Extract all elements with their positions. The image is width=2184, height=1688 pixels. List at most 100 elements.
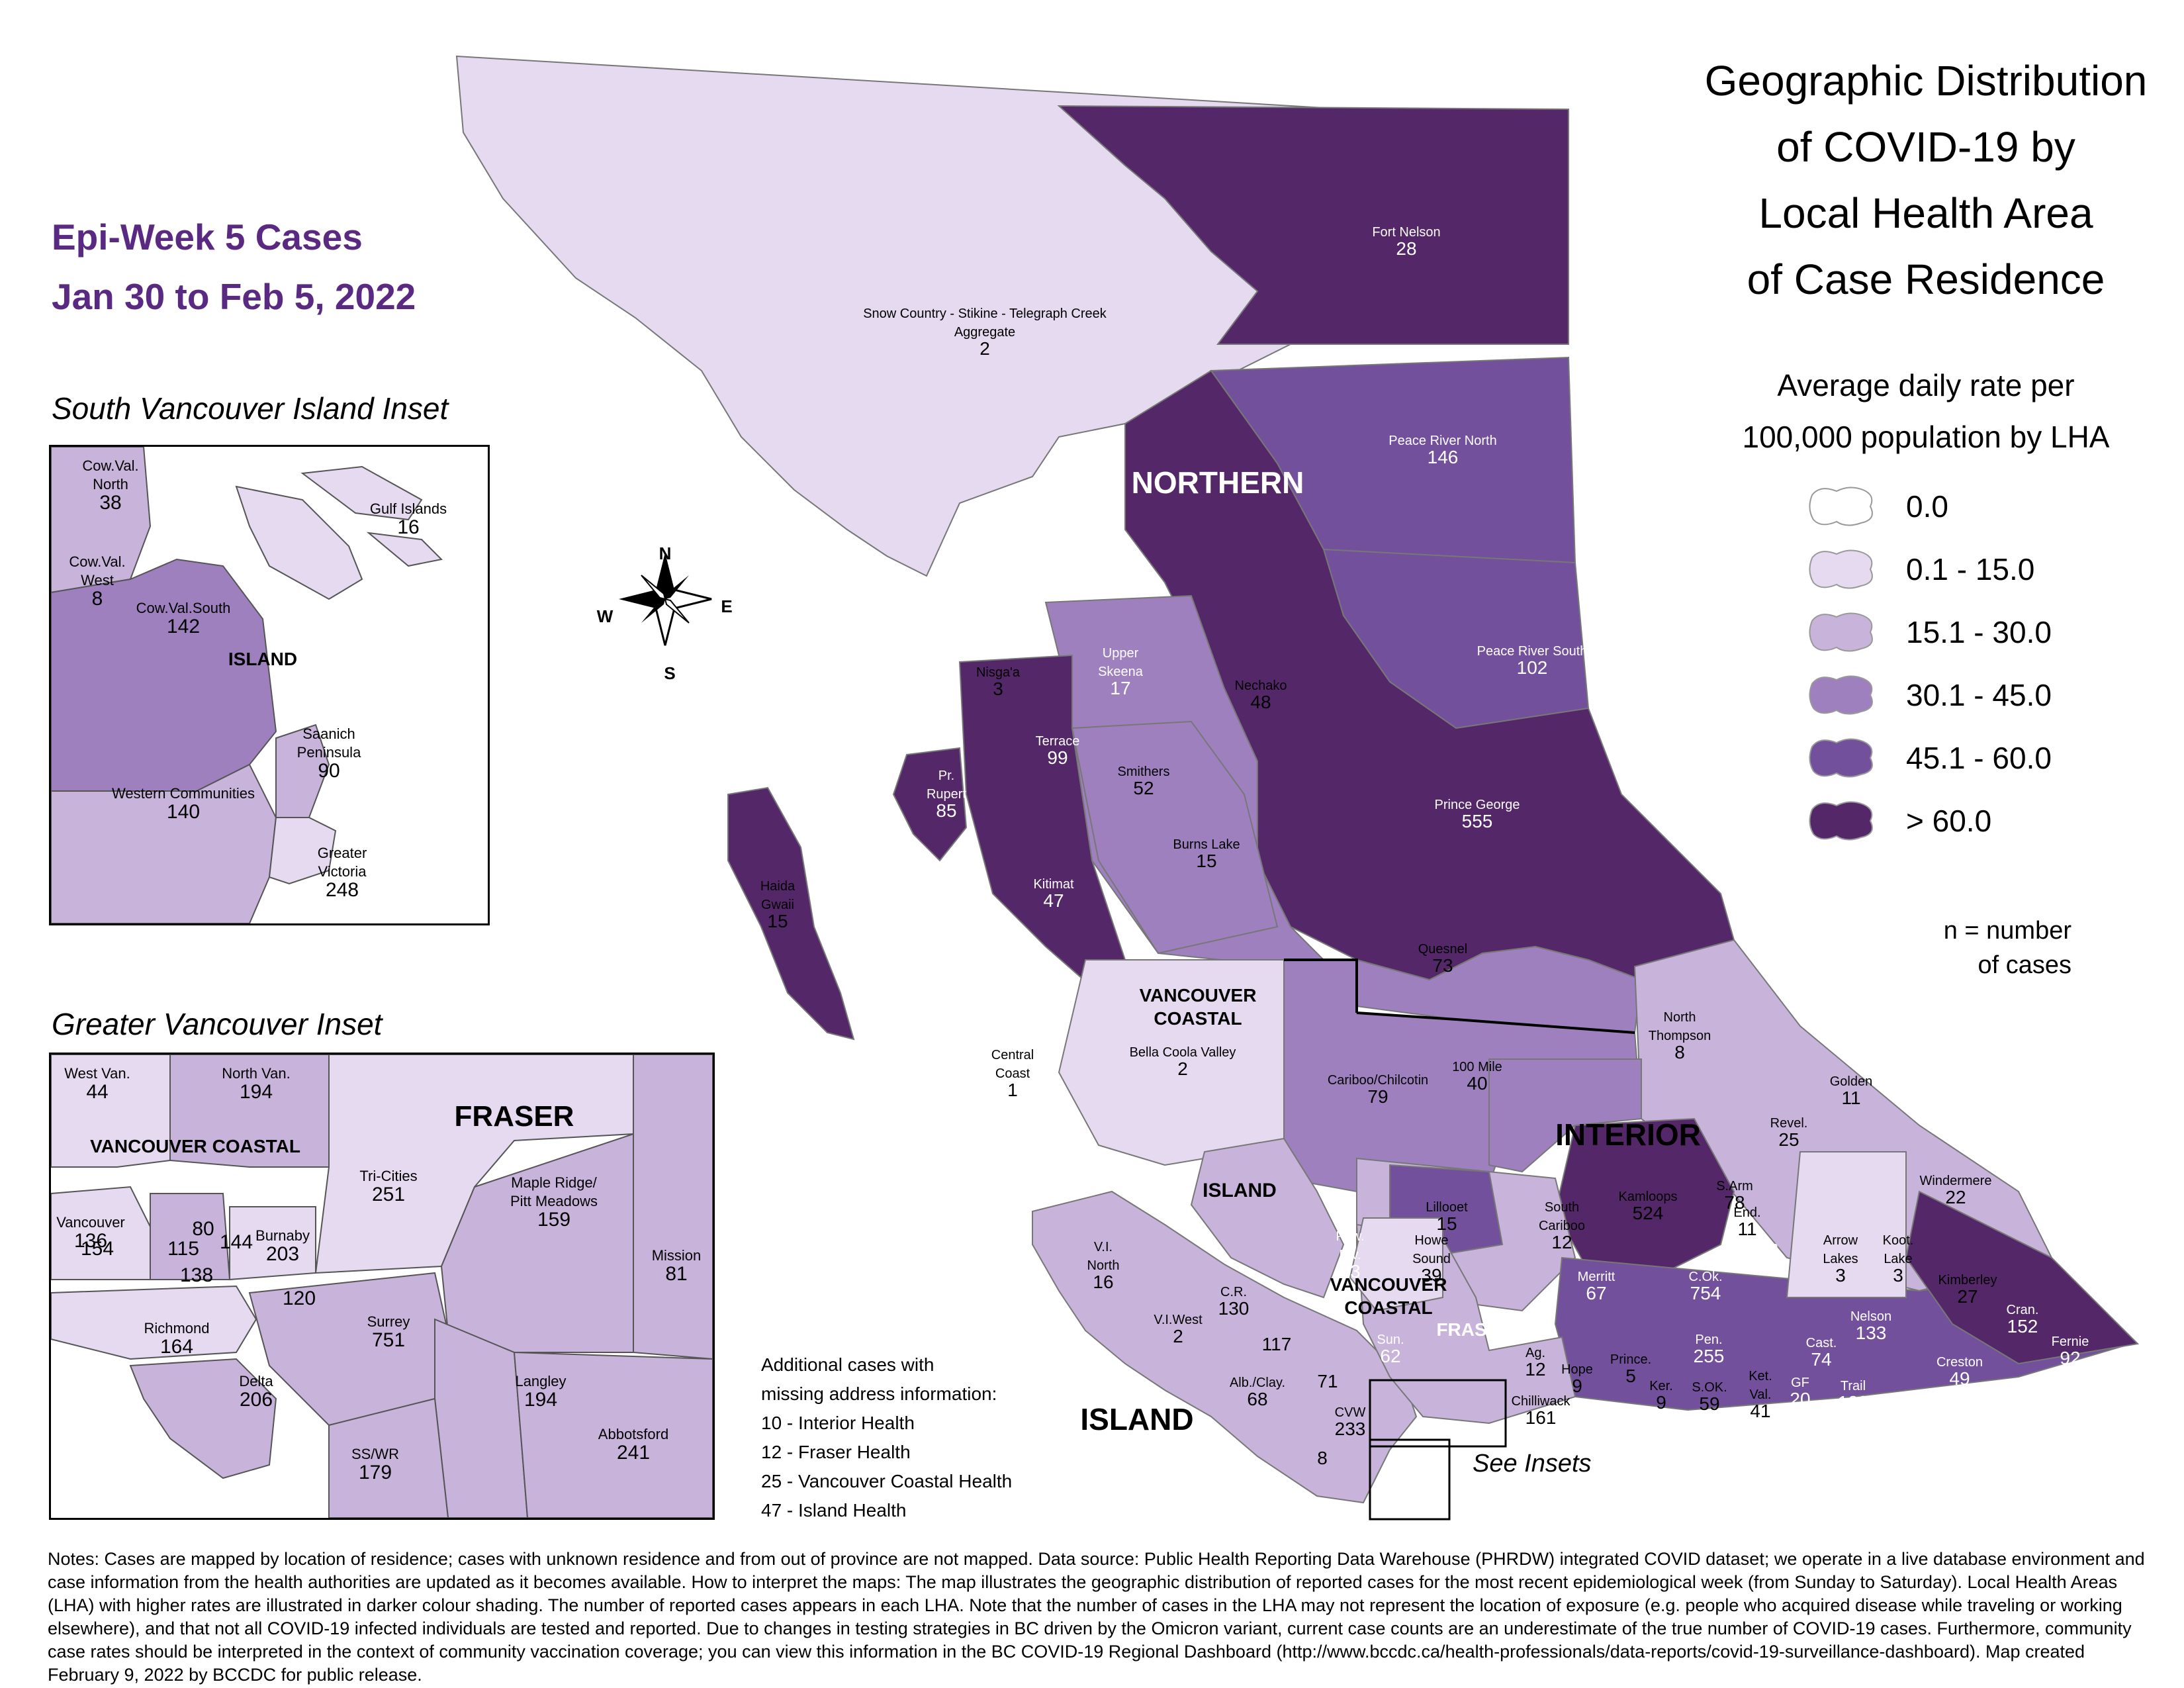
compass-n: N: [659, 543, 672, 563]
lha-case-count: 146: [1428, 447, 1459, 467]
gv-area-label: 138: [117, 1264, 276, 1286]
svi-area-label: Western Communities 140: [104, 784, 263, 823]
lha-name: Peace River North: [1388, 434, 1496, 448]
lha-name: Burns Lake: [1173, 837, 1240, 852]
lha-case-count: 92: [2060, 1348, 2080, 1368]
gv-area-name: North Van.: [222, 1065, 291, 1082]
svi-island-label: ISLAND: [228, 649, 297, 669]
lha-name: Windermere: [1920, 1174, 1992, 1188]
svi-case-count: 8: [91, 588, 103, 610]
gv-area-label: Richmond 164: [97, 1319, 256, 1358]
gv-area-label: Mission 81: [597, 1246, 713, 1284]
lha-name: Terrace: [1036, 734, 1080, 749]
gv-area-label: Burnaby 203: [203, 1227, 362, 1264]
lha-name: Peace River South: [1477, 644, 1588, 659]
svi-inset-ref-box: [1369, 1438, 1451, 1521]
legend-item: 15.1 - 30.0: [1807, 609, 2052, 655]
gv-case-count: 144: [219, 1231, 253, 1253]
svi-inset-title: South Vancouver Island Inset: [52, 391, 449, 426]
lha-name: Kamloops: [1619, 1190, 1678, 1204]
lha-name: Lake: [1884, 1252, 1912, 1266]
lha-case-count: 117: [1262, 1334, 1292, 1354]
svi-case-count: 38: [99, 492, 122, 514]
gv-case-count: 138: [179, 1264, 214, 1286]
epi-week-label: Epi-Week 5 Cases: [52, 216, 363, 258]
lha-case-count: 99: [1047, 747, 1068, 768]
region-vancouver-island: [1032, 1190, 1418, 1504]
title-line-3: Local Health Area: [1758, 189, 2093, 237]
gv-case-count: 120: [282, 1288, 316, 1309]
gv-vc-label: VANCOUVER COASTAL: [90, 1136, 300, 1156]
region-quesnel: [1356, 945, 1643, 1034]
compass-s: S: [664, 663, 675, 683]
svi-area-label: Cow.Val.South 142: [104, 599, 263, 637]
lha-name: Ker.: [1649, 1379, 1673, 1393]
gv-area-label: 120: [220, 1288, 379, 1309]
lha-case-count: 161: [1525, 1407, 1557, 1428]
svi-case-count: 142: [166, 616, 201, 637]
gv-area-name: Langley: [515, 1373, 567, 1389]
lha-name: Fernie: [2052, 1335, 2089, 1349]
legend-swatch: [1809, 801, 1873, 841]
gv-area-label: 80: [124, 1219, 283, 1239]
lha-name: Rupert: [927, 787, 966, 802]
lha-case-count: 133: [1856, 1323, 1887, 1343]
legend-label: 15.1 - 30.0: [1906, 615, 2052, 649]
lha-case-count: 3: [1893, 1265, 1903, 1286]
lha-name: Cran.: [2007, 1303, 2039, 1317]
gv-area-label: Vancouver 136: [51, 1213, 170, 1251]
lha-name: Upper: [1103, 646, 1139, 661]
title-line-1: Geographic Distribution: [1704, 57, 2148, 105]
lha-name: Kimberley: [1938, 1273, 1997, 1288]
lha-name: Ag.: [1525, 1346, 1545, 1360]
lha-name: Fort Nelson: [1372, 225, 1440, 240]
lha-name: Nisga'a: [976, 665, 1021, 680]
gv-case-count: 164: [159, 1336, 194, 1358]
lha-name: Pow.: [1336, 1229, 1364, 1244]
lha-name: Snow Country - Stikine - Telegraph Creek: [863, 306, 1107, 321]
svi-area-label: Cow.Val. North 38: [51, 457, 190, 514]
lha-case-count: 524: [1633, 1203, 1664, 1223]
lha-case-count: 2: [1173, 1326, 1183, 1346]
lha-case-count: 67: [1586, 1283, 1606, 1303]
gv-area-name: Tri-Cities: [359, 1168, 418, 1184]
gv-case-count: 154: [80, 1238, 114, 1260]
n-note-line1: n = number: [1943, 917, 2071, 945]
gv-area-name: Burnaby: [255, 1227, 310, 1244]
gv-area-label: North Van. 194: [177, 1064, 336, 1102]
lha-case-count: 59: [1699, 1393, 1719, 1414]
legend-label: > 60.0: [1906, 804, 1992, 838]
legend-item: > 60.0: [1807, 798, 1991, 844]
legend-label: 30.1 - 45.0: [1906, 678, 2052, 712]
lha-case-count: 3: [1835, 1265, 1846, 1286]
legend-item: 0.0: [1807, 483, 1948, 530]
region-label-interior: INTERIOR: [1555, 1117, 1701, 1152]
region-label-vc2: VANCOUVER: [1330, 1274, 1447, 1295]
lha-name: Thompson: [1649, 1029, 1711, 1043]
lha-name: Riv.: [1340, 1248, 1361, 1262]
compass-rose-icon: [619, 553, 712, 646]
lha-name: Arrow: [1823, 1233, 1858, 1248]
lha-name: End.: [1733, 1205, 1760, 1220]
region-label-vc-2: COASTAL: [1154, 1008, 1242, 1029]
lha-name: Revel.: [1770, 1116, 1808, 1131]
lha-name: Haida: [760, 879, 796, 894]
lha-name: V.I.West: [1154, 1313, 1203, 1327]
svi-case-count: 140: [166, 801, 201, 823]
lha-case-count: 15: [1436, 1213, 1457, 1234]
svi-area-name: Cow.Val.South: [136, 600, 231, 616]
gv-case-count: 115: [167, 1238, 199, 1260]
lha-case-count: 9: [1656, 1392, 1666, 1413]
lha-name: Chilliwack: [1512, 1394, 1571, 1409]
lha-name: CVW: [1335, 1405, 1366, 1420]
gv-fraser-label: FRASER: [455, 1100, 574, 1133]
lha-name: C.Ok.: [1688, 1270, 1722, 1284]
lha-name: Hope: [1561, 1362, 1593, 1377]
compass-e: E: [721, 596, 732, 616]
lha-name: V.I.: [1094, 1240, 1113, 1254]
additional-cases-item: 25 - Vancouver Coastal Health: [761, 1471, 1013, 1491]
lha-case-count: 12: [1551, 1232, 1572, 1252]
n-note-line2: of cases: [1978, 951, 2071, 979]
lha-case-count: 41: [1750, 1401, 1770, 1421]
gv-area-name: SS/WR: [351, 1446, 400, 1462]
